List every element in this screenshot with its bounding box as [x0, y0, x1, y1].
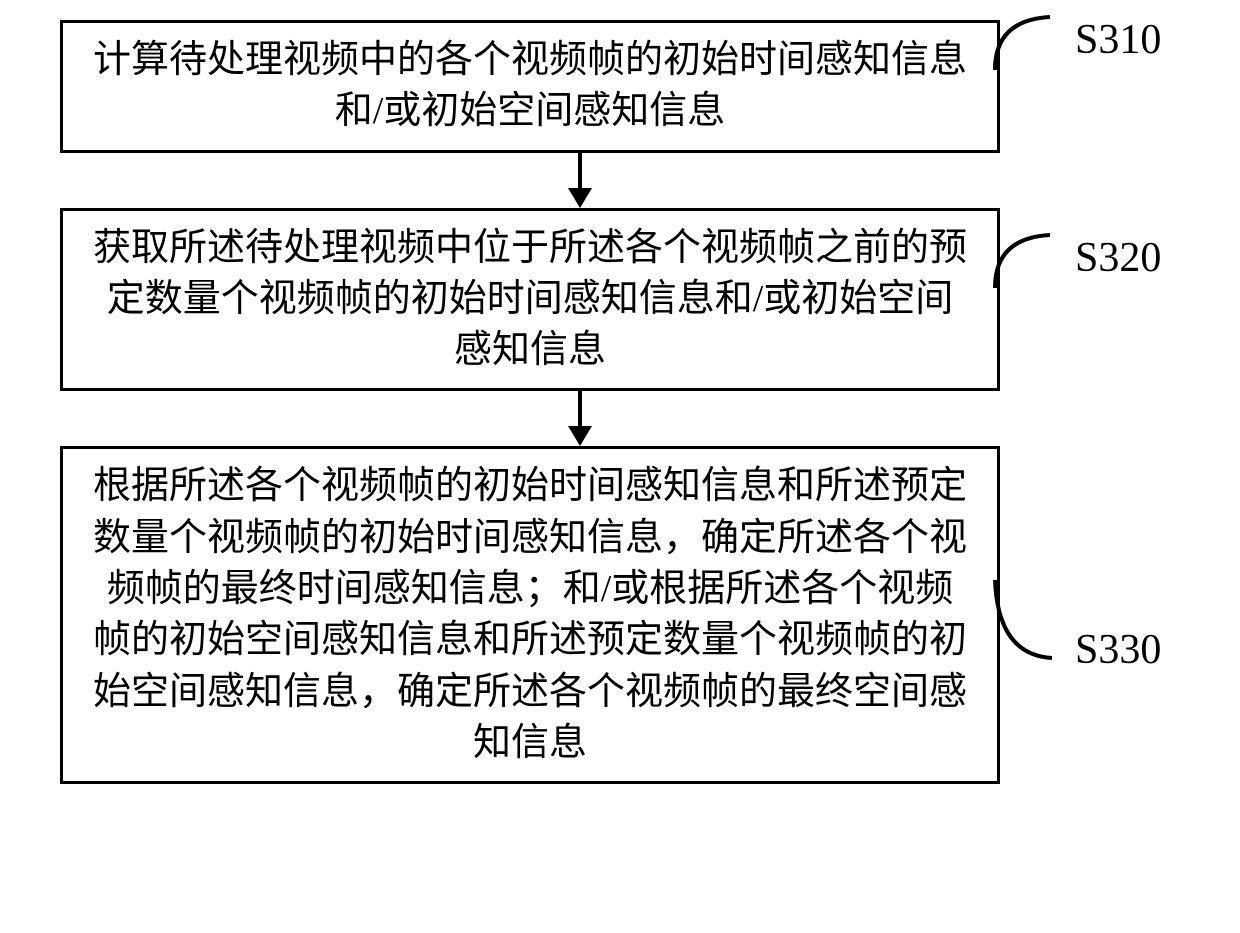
step-label-s330: S330 [1075, 626, 1161, 674]
flowchart-container: 计算待处理视频中的各个视频帧的初始时间感知信息和/或初始空间感知信息 S310 … [0, 20, 1240, 784]
step-box-s320: 获取所述待处理视频中位于所述各个视频帧之前的预定数量个视频帧的初始时间感知信息和… [60, 208, 1000, 392]
curve-connector-icon [990, 5, 1080, 75]
curve-connector-icon [990, 570, 1080, 670]
step-label-s320: S320 [1075, 234, 1161, 282]
label-container-s320: S320 [990, 223, 1161, 293]
arrow-down-icon [560, 153, 600, 208]
step-label-s310: S310 [1075, 16, 1161, 64]
step-box-s330: 根据所述各个视频帧的初始时间感知信息和所述预定数量个视频帧的初始时间感知信息，确… [60, 446, 1000, 784]
arrow-container-1 [0, 153, 1170, 208]
step-row-3: 根据所述各个视频帧的初始时间感知信息和所述预定数量个视频帧的初始时间感知信息，确… [0, 446, 1240, 784]
arrow-down-icon [560, 391, 600, 446]
label-container-s330: S330 [990, 566, 1161, 674]
step-row-2: 获取所述待处理视频中位于所述各个视频帧之前的预定数量个视频帧的初始时间感知信息和… [0, 208, 1240, 392]
step-box-s310: 计算待处理视频中的各个视频帧的初始时间感知信息和/或初始空间感知信息 [60, 20, 1000, 153]
curve-connector-icon [990, 223, 1080, 293]
label-container-s310: S310 [990, 5, 1161, 75]
step-row-1: 计算待处理视频中的各个视频帧的初始时间感知信息和/或初始空间感知信息 S310 [0, 20, 1240, 153]
arrow-container-2 [0, 391, 1170, 446]
